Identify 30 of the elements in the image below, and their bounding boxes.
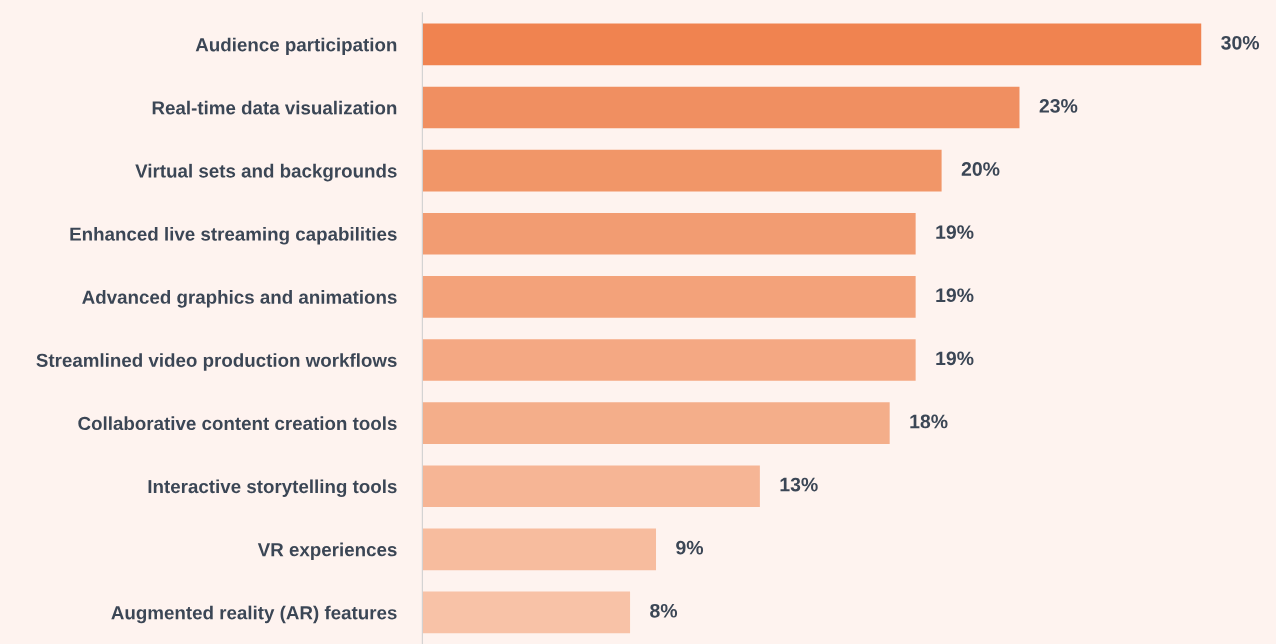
bar: [422, 212, 916, 255]
data-label: 30%: [1221, 35, 1260, 50]
y-tick-label: Audience participation: [195, 37, 397, 56]
bar: [422, 86, 1020, 129]
y-tick-label: Interactive storytelling tools: [148, 479, 397, 497]
bar: [422, 23, 1202, 66]
bar: [422, 339, 916, 381]
bar: [422, 528, 657, 571]
bar: [422, 465, 760, 508]
data-label: 13%: [780, 477, 818, 492]
y-tick-label: Advanced graphics and animations: [82, 290, 397, 308]
bar: [422, 276, 916, 318]
y-tick-label: Streamlined video production workflows: [36, 353, 397, 371]
data-label: 8%: [650, 603, 678, 618]
data-label: 23%: [1039, 99, 1078, 113]
data-label: 19%: [936, 288, 974, 303]
bar: [422, 591, 631, 634]
data-label: 18%: [910, 414, 948, 429]
bar: [422, 402, 890, 444]
y-tick-label: Augmented reality (AR) features: [111, 605, 397, 624]
y-tick-label: Enhanced live streaming capabilities: [70, 226, 397, 245]
y-tick-label: Virtual sets and backgrounds: [135, 163, 397, 182]
bar: [422, 149, 942, 192]
data-label: 19%: [936, 225, 974, 239]
y-tick-label: Real-time data visualization: [152, 100, 397, 115]
data-label: 20%: [961, 162, 1000, 176]
y-tick-label: Collaborative content creation tools: [78, 416, 397, 431]
data-label: 19%: [936, 351, 974, 366]
y-tick-label: VR experiences: [257, 542, 397, 561]
data-label: 9%: [676, 540, 704, 555]
